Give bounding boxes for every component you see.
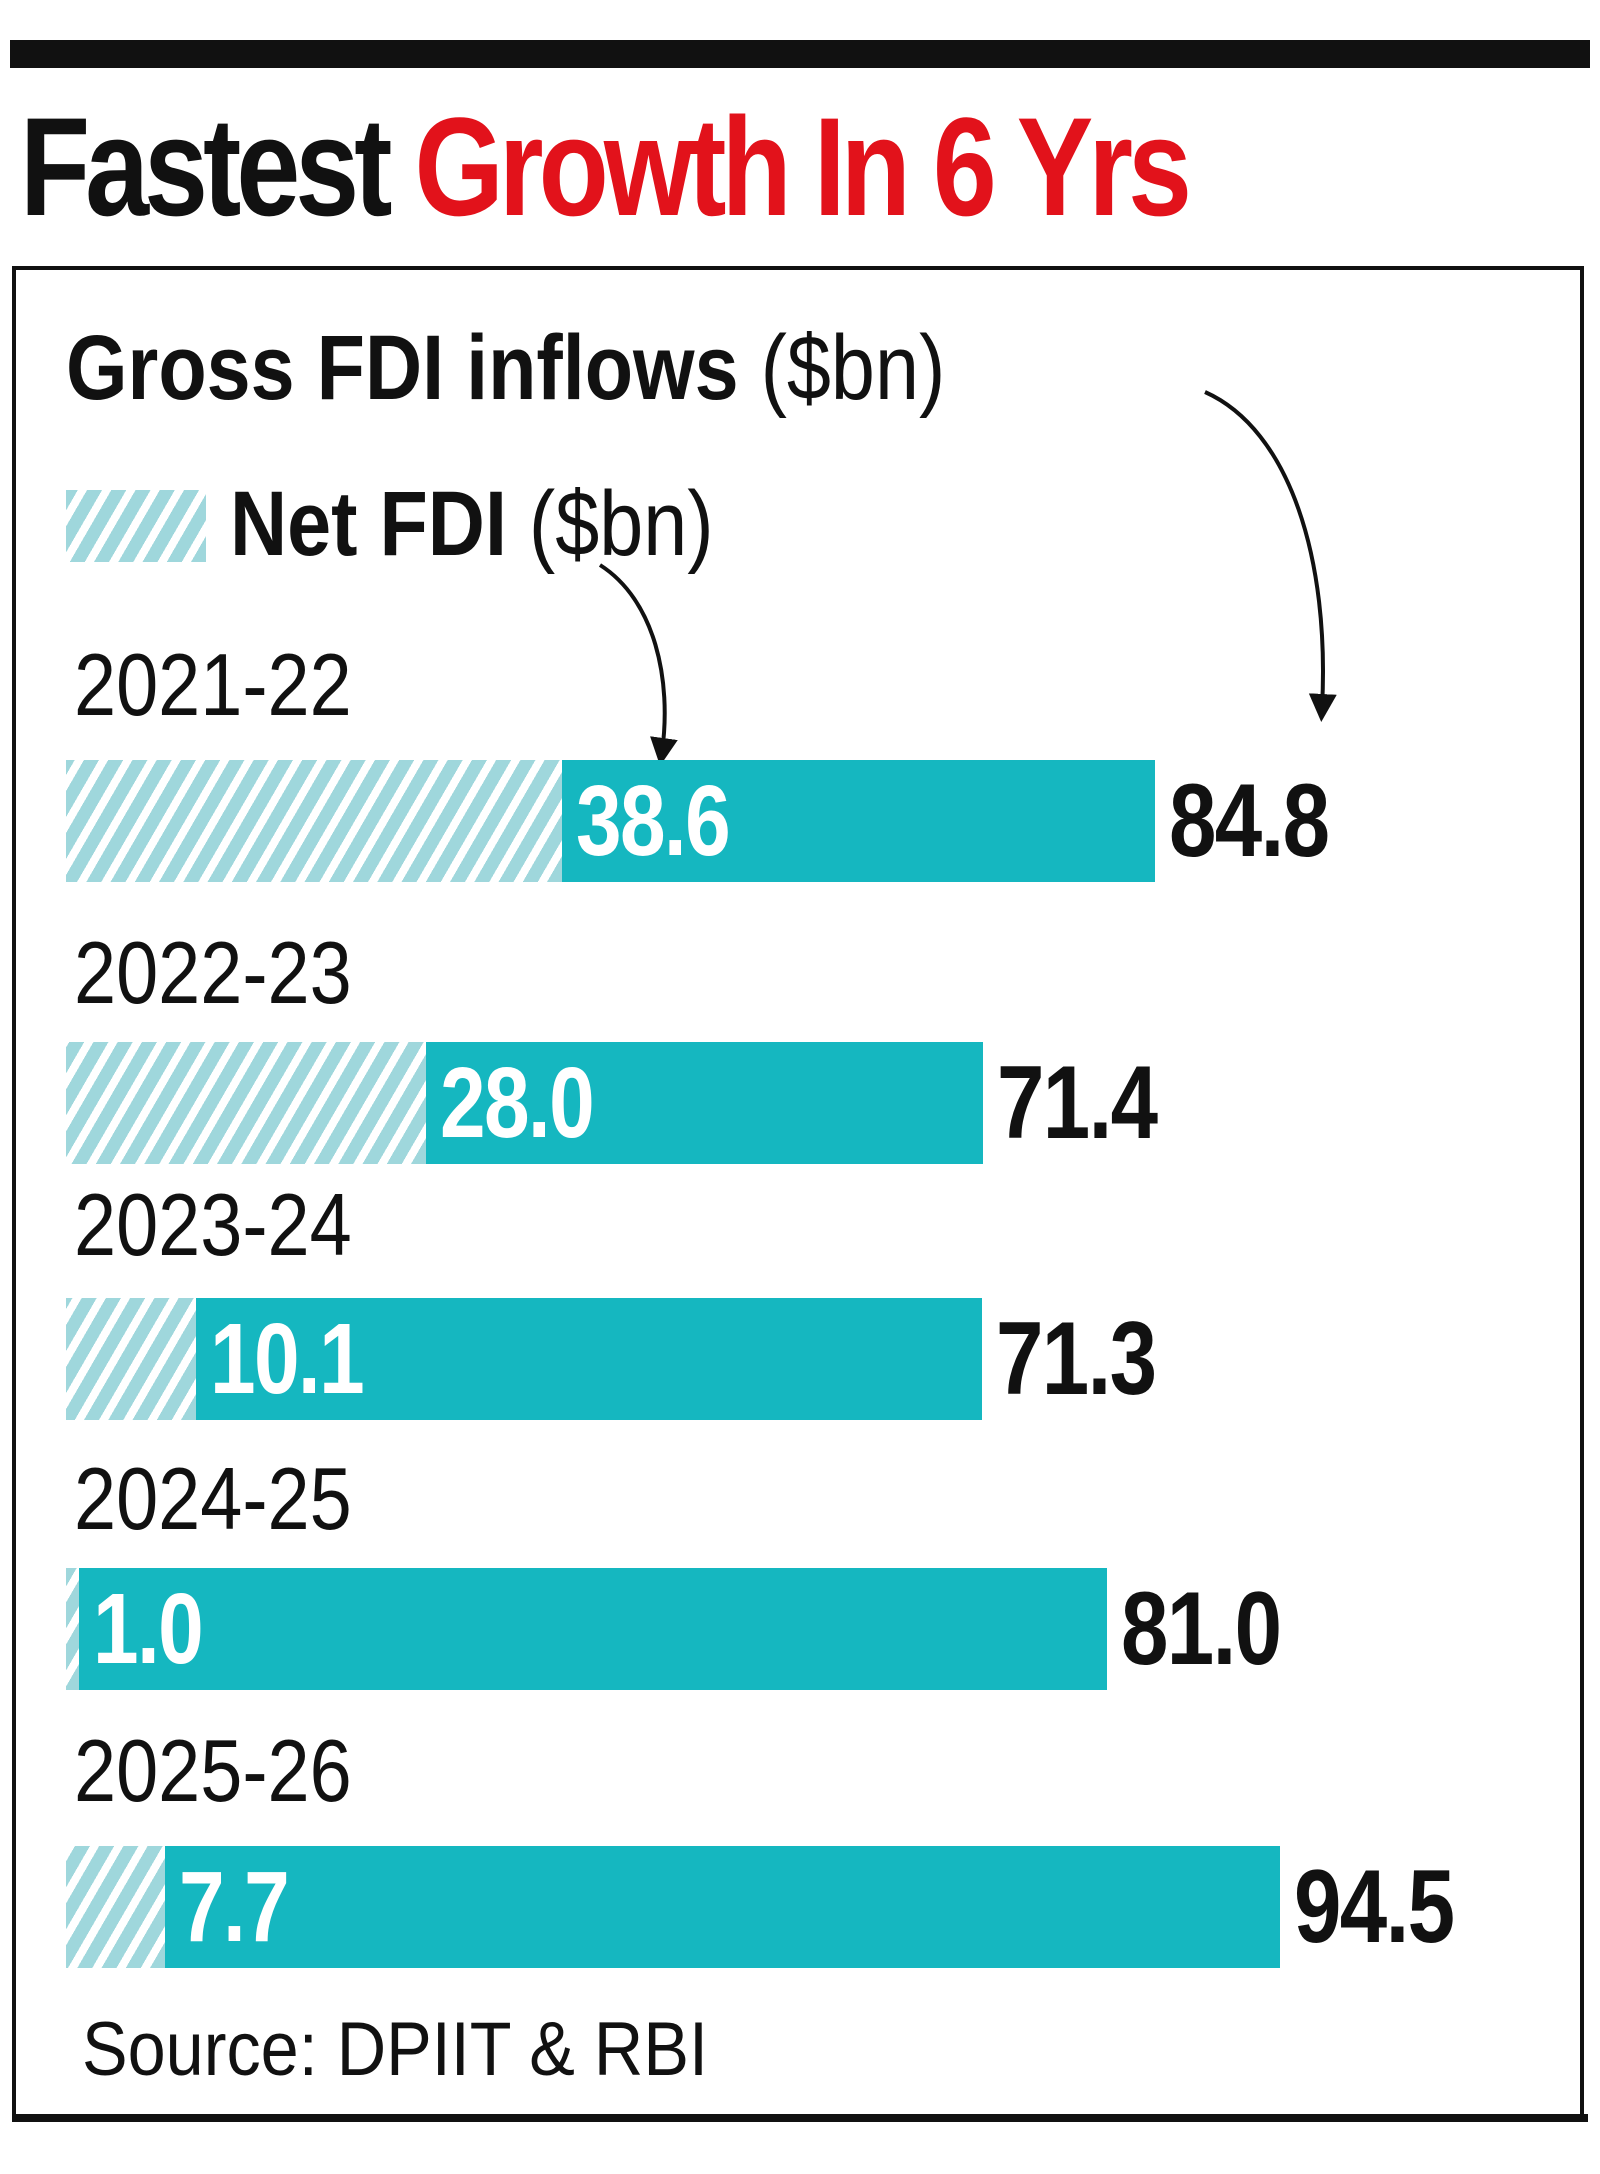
- top-rule: [10, 40, 1590, 68]
- net-fdi-bar: [66, 1042, 426, 1164]
- year-label: 2021-22: [74, 635, 352, 734]
- gross-fdi-value-label: 71.4: [997, 1045, 1158, 1161]
- bottom-rule: [12, 2114, 1588, 2122]
- legend-gross-unit: ($bn): [760, 317, 946, 419]
- legend-net-unit: ($bn): [528, 473, 714, 575]
- chart-title: Fastest Growth In 6 Yrs: [20, 92, 1192, 242]
- net-fdi-value-label: 1.0: [92, 1573, 204, 1685]
- year-label: 2024-25: [74, 1449, 352, 1548]
- legend-gross: Gross FDI inflows ($bn): [66, 318, 945, 418]
- net-fdi-value-label: 7.7: [178, 1851, 290, 1963]
- net-fdi-bar: [66, 760, 562, 882]
- year-label: 2025-26: [74, 1721, 352, 1820]
- gross-fdi-bar: [164, 1846, 1280, 1968]
- gross-fdi-value-label: 84.8: [1169, 763, 1330, 879]
- source-note: Source: DPIIT & RBI: [82, 2007, 708, 2092]
- net-fdi-bar: [66, 1846, 165, 1968]
- legend-net-label: Net FDI: [230, 473, 507, 575]
- legend-net-swatch: [66, 490, 206, 562]
- net-fdi-value-label: 10.1: [209, 1303, 365, 1415]
- year-label: 2023-24: [74, 1175, 352, 1274]
- gross-fdi-value-label: 94.5: [1294, 1849, 1455, 1965]
- year-label: 2022-23: [74, 923, 352, 1022]
- net-fdi-bar: [66, 1298, 196, 1420]
- gross-fdi-value-label: 71.3: [995, 1301, 1157, 1417]
- net-fdi-value-label: 38.6: [575, 765, 731, 877]
- legend-net: Net FDI ($bn): [230, 474, 714, 574]
- title-part-black: Fastest: [20, 88, 392, 245]
- gross-fdi-bar: [195, 1298, 982, 1420]
- gross-fdi-bar: [561, 760, 1156, 882]
- net-fdi-value-label: 28.0: [439, 1047, 595, 1159]
- chart-frame: [12, 266, 1584, 2116]
- gross-fdi-value-label: 81.0: [1120, 1571, 1282, 1687]
- gross-fdi-bar: [425, 1042, 984, 1164]
- gross-fdi-bar: [78, 1568, 1107, 1690]
- legend-gross-label: Gross FDI inflows: [66, 317, 739, 419]
- title-part-red: Growth In 6 Yrs: [414, 88, 1192, 245]
- net-fdi-bar: [66, 1568, 79, 1690]
